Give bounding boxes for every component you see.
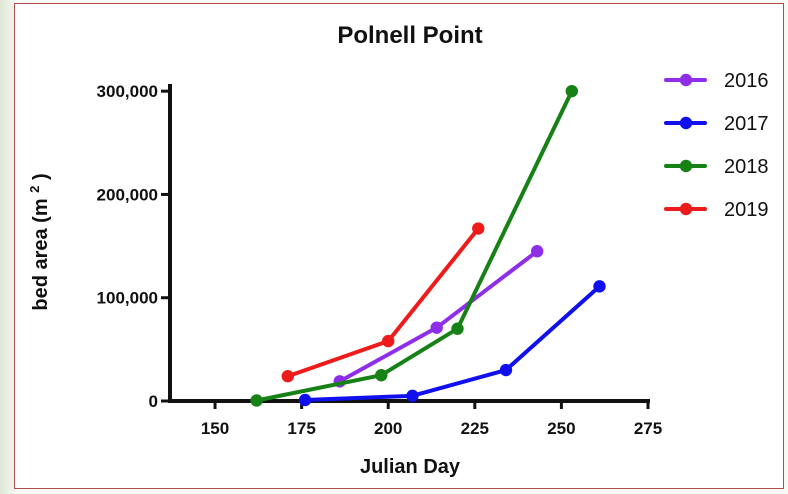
legend-2019-marker — [679, 202, 693, 216]
y-axis-tick-label: 100,000 — [97, 289, 158, 308]
legend-2018: 2018 — [664, 156, 769, 178]
legend-2017-label: 2017 — [724, 113, 769, 135]
legend-2019-label: 2019 — [724, 199, 769, 221]
legend-2018-label: 2018 — [724, 156, 769, 178]
y-axis-title-end: ) — [30, 173, 52, 180]
series-2018-point — [565, 84, 578, 98]
y-axis-title-main: bed area (m — [30, 198, 52, 310]
x-axis-tick-label: 250 — [547, 419, 575, 438]
series-2017-point — [406, 389, 419, 403]
series-2016 — [333, 245, 544, 388]
series-2017 — [298, 280, 606, 407]
legend-2016-marker — [679, 73, 693, 87]
x-axis-tick-label: 225 — [461, 419, 489, 438]
series-2016-line — [337, 249, 540, 384]
series-2018 — [250, 84, 578, 407]
x-axis-tick-label: 150 — [201, 419, 229, 438]
y-axis-title-superscript: 2 — [27, 186, 42, 193]
x-axis-tick-label: 200 — [374, 419, 402, 438]
series-2019-point — [281, 370, 294, 383]
series-2016-point — [530, 245, 544, 258]
series-2017-point — [298, 393, 312, 407]
series-2019 — [281, 222, 485, 383]
series-2016-point — [430, 321, 443, 334]
series-2017-point — [499, 363, 513, 377]
x-axis-title: Julian Day — [360, 456, 461, 478]
series-2017-line — [303, 284, 602, 402]
legend-2017-marker — [679, 116, 693, 130]
series-2018-line — [254, 89, 574, 403]
series-2019-line — [285, 226, 481, 379]
series-2017-point — [593, 280, 606, 293]
series-2018-point — [250, 394, 263, 407]
legend-2016: 2016 — [664, 70, 769, 92]
axes: 150 175 200 225 250 275 0 100,000 200,000 300,000 — [97, 82, 663, 438]
x-axis-tick-label: 175 — [287, 419, 315, 438]
series-2018-point — [375, 368, 388, 382]
y-axis-tick-label: 300,000 — [97, 82, 158, 101]
series-2019-point — [472, 222, 485, 235]
y-axis-tick-label: 0 — [149, 392, 158, 411]
chart-frame — [14, 3, 784, 489]
data-series — [250, 84, 606, 407]
series-2019-point — [382, 334, 395, 348]
y-axis-title: bed area (m 2 ) — [22, 173, 52, 310]
legend-2017: 2017 — [664, 113, 769, 135]
series-2018-point — [451, 322, 464, 335]
y-axis-tick-label: 200,000 — [97, 185, 158, 204]
chart-title: Polnell Point — [337, 22, 482, 49]
legend-2016-label: 2016 — [724, 70, 769, 92]
legend-2019: 2019 — [664, 199, 769, 221]
legend: 2016 2017 2018 2019 — [664, 70, 769, 221]
legend-2018-marker — [679, 159, 693, 173]
x-axis-tick-label: 275 — [634, 419, 662, 438]
